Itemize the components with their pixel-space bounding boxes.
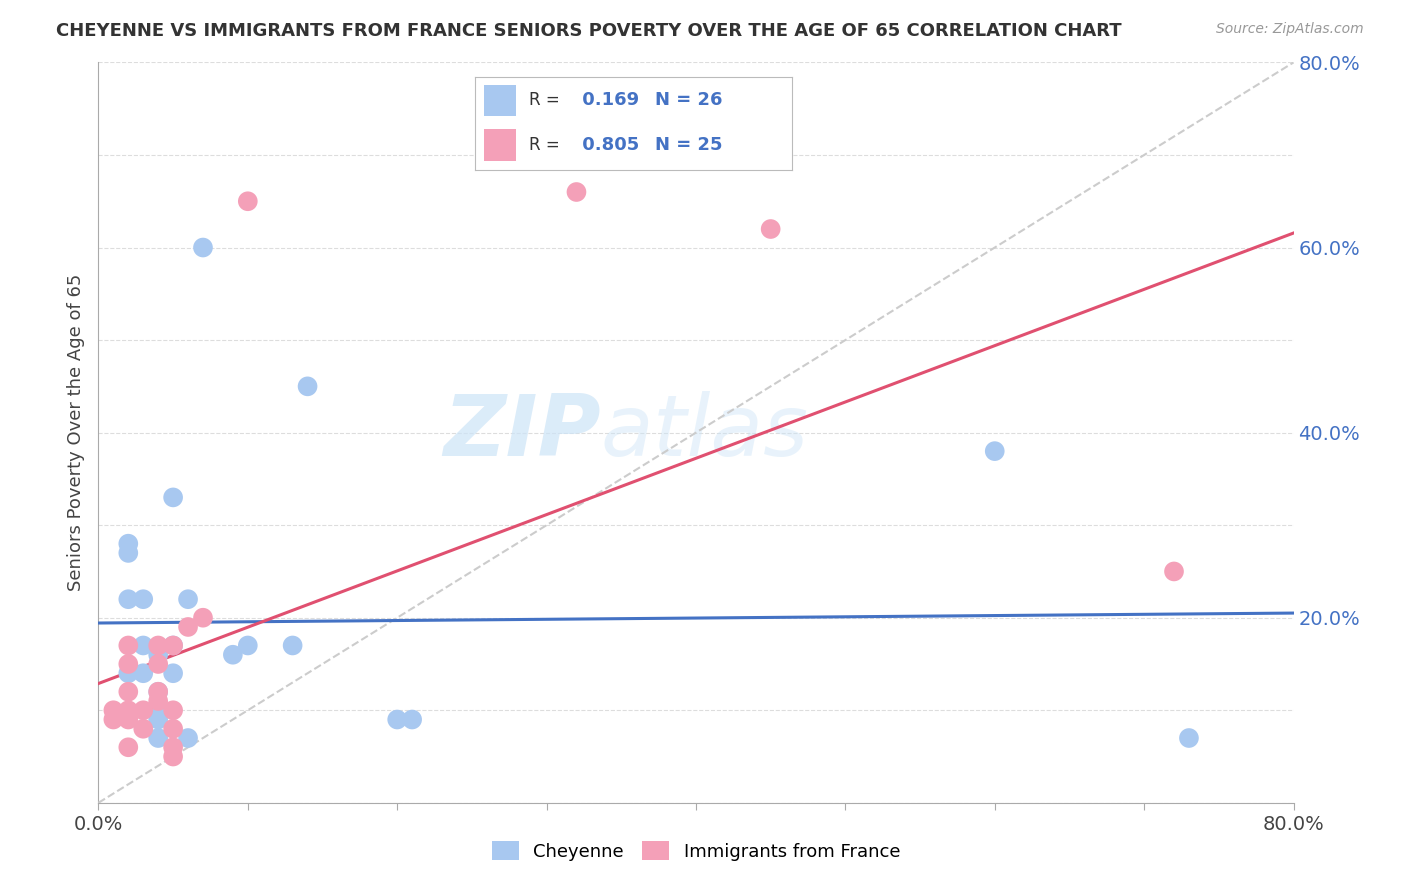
Point [162,703,184,717]
Point [117,536,139,550]
Point [177,592,200,607]
Point [281,639,304,653]
Point [117,592,139,607]
Point [117,703,139,717]
Point [759,222,782,236]
Point [401,713,423,727]
Point [132,592,155,607]
Legend: Cheyenne, Immigrants from France: Cheyenne, Immigrants from France [485,834,907,868]
Point [148,685,170,699]
Point [117,639,139,653]
Text: ZIP: ZIP [443,391,600,475]
Point [148,648,170,662]
Point [236,639,259,653]
Point [148,731,170,745]
Point [177,731,200,745]
Point [162,749,184,764]
Point [148,713,170,727]
Point [191,610,214,624]
Y-axis label: Seniors Poverty Over the Age of 65: Seniors Poverty Over the Age of 65 [66,274,84,591]
Point [132,639,155,653]
Point [148,703,170,717]
Point [984,444,1007,458]
Point [222,648,245,662]
Point [103,703,125,717]
Point [162,666,184,681]
Point [117,740,139,755]
Point [132,666,155,681]
Point [1163,565,1185,579]
Point [565,185,588,199]
Point [132,703,155,717]
Point [148,694,170,708]
Point [117,546,139,560]
Point [1178,731,1201,745]
Point [385,713,409,727]
Point [117,666,139,681]
Point [117,685,139,699]
Text: atlas: atlas [600,391,808,475]
Text: CHEYENNE VS IMMIGRANTS FROM FRANCE SENIORS POVERTY OVER THE AGE OF 65 CORRELATIO: CHEYENNE VS IMMIGRANTS FROM FRANCE SENIO… [56,22,1122,40]
Point [148,685,170,699]
Point [103,713,125,727]
Point [191,240,214,255]
Point [162,491,184,505]
Point [297,379,319,393]
Text: Source: ZipAtlas.com: Source: ZipAtlas.com [1216,22,1364,37]
Point [177,620,200,634]
Point [148,639,170,653]
Point [162,740,184,755]
Point [162,722,184,736]
Point [117,713,139,727]
Point [236,194,259,209]
Point [162,639,184,653]
Point [162,639,184,653]
Point [117,657,139,671]
Point [148,657,170,671]
Point [132,722,155,736]
